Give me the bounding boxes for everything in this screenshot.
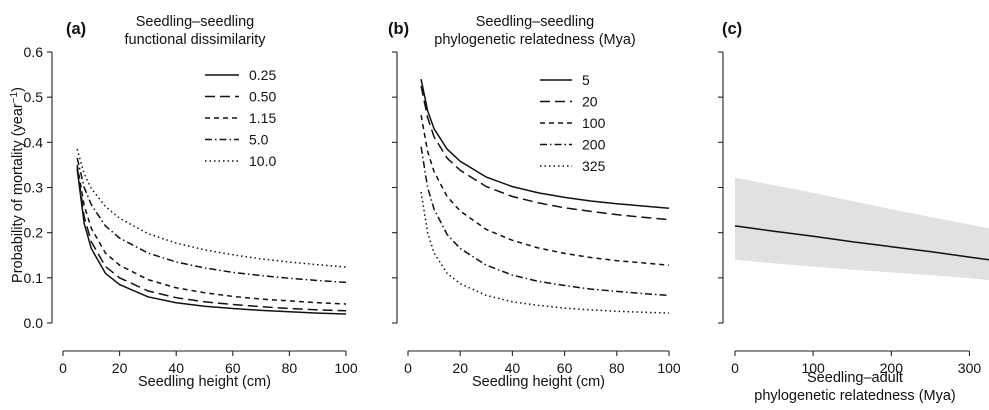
x-tick-label: 80 [609, 360, 625, 376]
panel-1: (a) Seedling–seedling functional dissimila… [24, 14, 358, 390]
y-tick-label: 0.6 [24, 44, 44, 60]
legend-label: 10.0 [249, 153, 276, 169]
y-axis-label: Probability of mortality (year−1) [9, 87, 26, 283]
x-axis-label: Seedling height (cm) [472, 374, 605, 390]
x-axis-label: Seedling height (cm) [138, 374, 271, 390]
legend: 5 20 100 200 325 [540, 72, 606, 174]
panel-title-line: Seedling–seedling [476, 14, 595, 30]
x-tick-label: 300 [958, 360, 982, 376]
y-axis-label-superscript: −1 [9, 91, 20, 103]
series-line-2 [420, 85, 670, 221]
x-tick-label: 0 [731, 360, 739, 376]
x-tick-label: 0 [59, 360, 67, 376]
x-axis-label: phylogenetic relatedness (Mya) [754, 388, 956, 404]
y-axis-label-prefix: Probability of mortality (year [10, 103, 26, 283]
legend-label: 0.25 [249, 67, 276, 83]
panel-2: (b) Seedling–seedling phylogenetic related… [388, 14, 681, 390]
y-tick-label: 0.5 [24, 89, 44, 105]
series-line-1 [734, 225, 989, 261]
x-tick-label: 20 [112, 360, 128, 376]
series-line-3 [76, 164, 347, 305]
x-tick-label: 100 [801, 360, 825, 376]
panel-letter: (b) [388, 20, 409, 38]
series-line-2 [76, 167, 347, 312]
x-tick-label: 80 [282, 360, 298, 376]
panel-3: (c) 0 100 200 300 Seedling–adult phylogenetic … [718, 20, 989, 404]
y-tick-label: 0.2 [24, 225, 44, 241]
legend-label: 200 [582, 137, 606, 153]
y-tick-label: 0.3 [24, 180, 44, 196]
x-tick-label: 60 [557, 360, 573, 376]
x-tick-label: 0 [404, 360, 412, 376]
series-line-1 [420, 78, 670, 210]
panel-letter: (a) [66, 20, 86, 38]
x-tick-label: 40 [505, 360, 521, 376]
legend-label: 100 [582, 115, 606, 131]
series-line-1 [76, 169, 347, 315]
y-tick-label: 0.0 [24, 315, 44, 331]
confidence-band [735, 177, 989, 281]
x-tick-label: 60 [225, 360, 241, 376]
panel-title-line: Seedling–seedling [136, 14, 255, 30]
series-line-5 [420, 191, 670, 314]
x-tick-label: 100 [657, 360, 681, 376]
x-tick-label: 200 [880, 360, 904, 376]
legend-label: 1.15 [249, 110, 276, 126]
legend-label: 0.50 [249, 89, 276, 105]
y-tick-label: 0.4 [24, 134, 44, 150]
y-tick-label: 0.1 [24, 270, 44, 286]
series-line-4 [420, 146, 670, 297]
legend-label: 20 [582, 94, 598, 110]
panel-letter: (c) [722, 20, 742, 38]
x-tick-label: 20 [452, 360, 468, 376]
legend-label: 5 [582, 72, 590, 88]
panel-title-line: functional dissimilarity [124, 32, 266, 48]
legend-label: 325 [582, 158, 606, 174]
x-tick-label: 40 [168, 360, 184, 376]
series-line-3 [420, 115, 670, 266]
x-axis-label: Seedling–adult [807, 370, 903, 386]
legend-label: 5.0 [249, 132, 269, 148]
panel-title-line: phylogenetic relatedness (Mya) [434, 32, 636, 48]
series-line-4 [76, 157, 347, 284]
y-axis-label-suffix: ) [10, 87, 26, 92]
legend: 0.25 0.50 1.15 5.0 10.0 [205, 67, 276, 169]
x-tick-label: 100 [334, 360, 358, 376]
series-line-5 [76, 148, 347, 268]
